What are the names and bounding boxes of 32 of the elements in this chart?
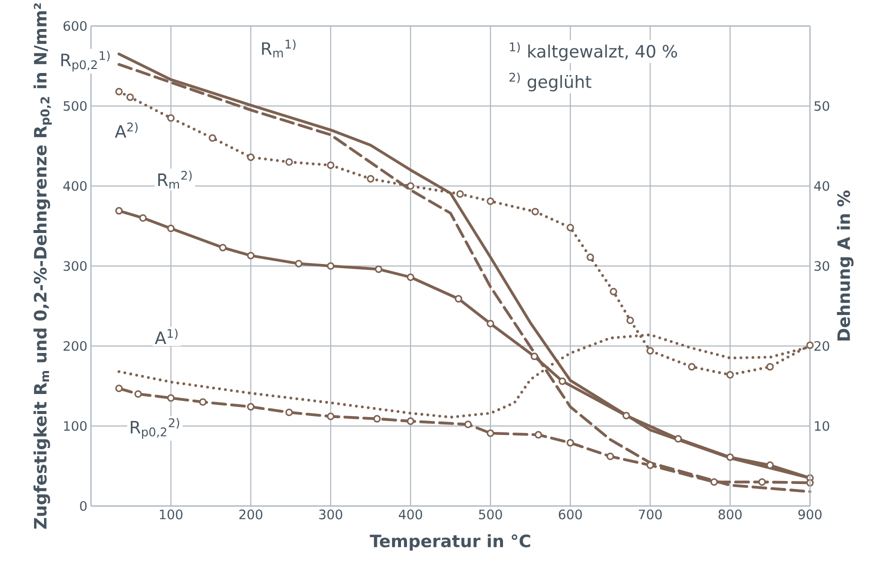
x-tick-label: 400 — [398, 510, 422, 520]
x-tick-label: 700 — [638, 510, 662, 520]
x-tick-label: 900 — [798, 510, 822, 520]
x-tick-label: 500 — [479, 510, 502, 520]
x-tick-label: 100 — [160, 510, 182, 520]
y-tick-label: 600 — [64, 21, 87, 31]
y-tick-label: 300 — [64, 261, 87, 271]
y-tick-label: 500 — [64, 101, 87, 111]
text: A$^{1)}$ — [154, 328, 178, 344]
x-tick-label: 600 — [558, 510, 582, 520]
y-tick-label: 100 — [64, 421, 87, 431]
y2-tick-label: 50 — [814, 101, 830, 111]
y-tick-label: 400 — [63, 181, 87, 191]
text: R$_{m}$1) — [262, 39, 296, 58]
y2-axis-title: Dehnung A in % — [836, 190, 854, 340]
x-tick-label: 800 — [718, 510, 742, 520]
series-label: A$^{2)}$ — [114, 122, 138, 138]
x-tick-label: 300 — [319, 510, 342, 520]
series-label: R$_{p0,2}$2) — [130, 418, 180, 439]
x-tick-label: 200 — [239, 510, 262, 520]
y-tick-label: 200 — [64, 341, 87, 351]
annotation: $^{1)}$ kaltgewalzt, 40 % — [510, 42, 678, 62]
y2-tick-label: 30 — [814, 261, 830, 271]
y-axis-title: Zugfestigkeit R$_{m}$ und 0,2-%-Dehngrenze R$_{p0,2}$ in N/mm² — [34, 3, 52, 529]
y2-tick-label: 40 — [814, 181, 830, 191]
x-axis-title: Temperatur in °C — [370, 534, 530, 551]
y2-tick-label: 10 — [814, 421, 830, 431]
series-label: R$_{p0,2}$1) — [61, 50, 110, 72]
series-label: R$_{m}$2) — [158, 170, 192, 189]
y-tick-label: 0 — [80, 501, 87, 511]
y2-tick-label: 20 — [814, 341, 830, 351]
annotation: $^{2)}$ geglüht — [510, 72, 592, 92]
